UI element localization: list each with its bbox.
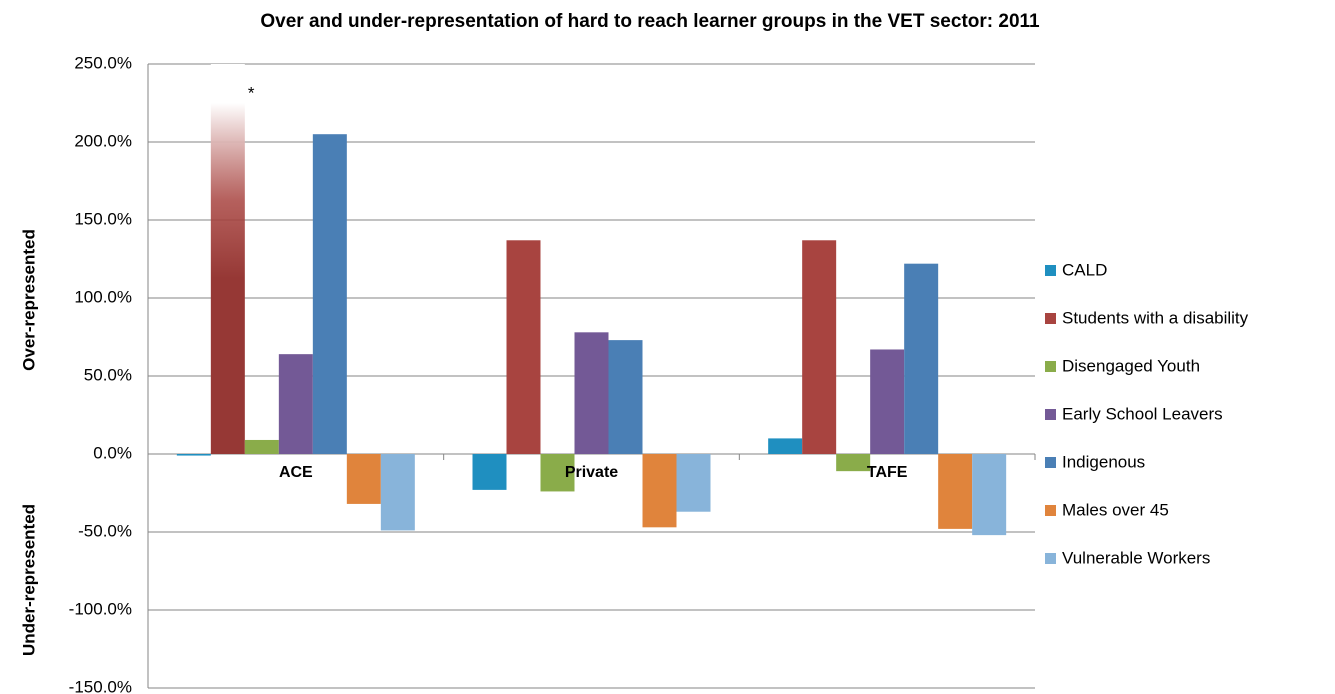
y-tick-label: -150.0% bbox=[69, 677, 132, 694]
legend-swatch bbox=[1045, 409, 1056, 420]
bar bbox=[676, 454, 711, 512]
y-axis-label: Over-represented bbox=[19, 229, 38, 371]
chart-title: Over and under-representation of hard to… bbox=[260, 11, 1040, 32]
bar bbox=[472, 454, 507, 490]
bar bbox=[938, 454, 973, 529]
x-tick-label: Private bbox=[565, 464, 618, 481]
legend-label: Vulnerable Workers bbox=[1062, 548, 1210, 567]
y-axis-label: Under-represented bbox=[19, 504, 38, 656]
bar bbox=[346, 454, 381, 504]
bar bbox=[506, 240, 541, 454]
bar bbox=[210, 64, 245, 454]
y-tick-label: 200.0% bbox=[74, 131, 132, 150]
bar bbox=[244, 439, 279, 454]
legend-swatch bbox=[1045, 457, 1056, 468]
y-tick-label: 150.0% bbox=[74, 209, 132, 228]
y-tick-label: 250.0% bbox=[74, 53, 132, 72]
y-tick-label: -100.0% bbox=[69, 599, 132, 618]
bar bbox=[278, 354, 313, 454]
legend-label: Disengaged Youth bbox=[1062, 356, 1200, 375]
legend-swatch bbox=[1045, 313, 1056, 324]
bar bbox=[870, 349, 905, 454]
bar bbox=[608, 340, 643, 454]
bar bbox=[904, 263, 939, 454]
legend-label: Males over 45 bbox=[1062, 500, 1169, 519]
bar bbox=[176, 454, 211, 456]
bar bbox=[642, 454, 677, 528]
bar bbox=[540, 454, 575, 492]
y-tick-label: -50.0% bbox=[78, 521, 132, 540]
legend-label: Indigenous bbox=[1062, 452, 1145, 471]
bar bbox=[380, 454, 415, 531]
legend-label: Early School Leavers bbox=[1062, 404, 1223, 423]
bar bbox=[574, 332, 609, 454]
x-tick-label: TAFE bbox=[867, 464, 908, 481]
legend-label: Students with a disability bbox=[1062, 308, 1249, 327]
legend-label: CALD bbox=[1062, 260, 1107, 279]
legend-swatch bbox=[1045, 361, 1056, 372]
y-tick-label: 100.0% bbox=[74, 287, 132, 306]
y-tick-label: 50.0% bbox=[84, 365, 132, 384]
annotation: * bbox=[248, 83, 255, 102]
legend-swatch bbox=[1045, 553, 1056, 564]
bar bbox=[972, 454, 1007, 536]
bar bbox=[768, 438, 803, 454]
x-tick-label: ACE bbox=[279, 464, 313, 481]
legend-swatch bbox=[1045, 505, 1056, 516]
y-tick-label: 0.0% bbox=[93, 443, 132, 462]
legend-swatch bbox=[1045, 265, 1056, 276]
bar bbox=[312, 134, 347, 454]
bar bbox=[836, 454, 871, 472]
bar bbox=[802, 240, 837, 454]
